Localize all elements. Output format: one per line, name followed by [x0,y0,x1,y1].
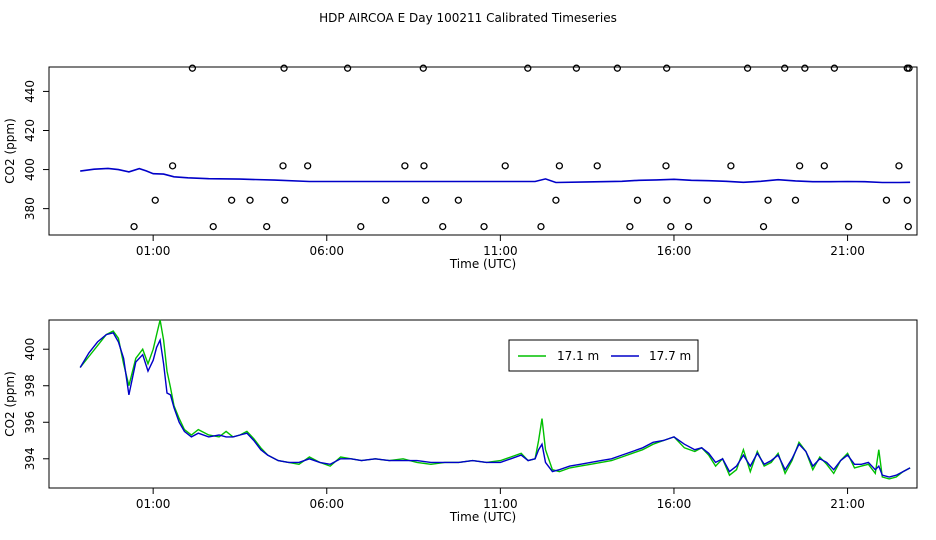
x-tick-label: 16:00 [657,497,692,511]
calibration-point [613,64,622,72]
calibration-point [820,162,828,170]
calibration-point [555,162,564,170]
calibration-point [759,222,768,231]
calibration-point [151,196,159,204]
calibration-point [281,196,289,204]
x-tick-label: 21:00 [830,497,865,511]
y-tick-label: 394 [23,447,37,470]
calibration-point [905,64,913,72]
bottom-panel: 01:00 06:00 11:00 16:00 21:00 394 396 398 400 Tim… [3,319,918,524]
calibration-point [537,222,545,231]
calibration-point [304,162,312,170]
x-tick-label: 21:00 [830,244,865,258]
calibration-point [480,222,488,231]
calibration-point [801,64,809,72]
calibration-point [227,196,236,204]
x-axis-label: Time (UTC) [449,257,516,271]
series-line-0 [79,319,911,480]
calibration-point [130,222,138,231]
calibration-point [593,162,601,170]
calibration-point [454,196,462,204]
calibration-point [633,196,642,204]
legend-label: 17.1 m [557,349,599,363]
y-tick-label: 420 [23,119,37,142]
calibration-point [795,162,804,170]
calibration-point [572,64,581,72]
calibration-point [209,222,217,231]
calibration-point [382,196,390,204]
calibration-point [764,196,772,204]
calibration-point [168,162,177,170]
calibration-point [279,162,287,170]
y-tick-label: 440 [23,80,37,103]
calibration-point [246,196,254,204]
y-tick-label: 396 [23,411,37,434]
calibration-point [439,222,447,231]
x-tick-label: 11:00 [483,244,518,258]
x-tick-label: 06:00 [309,244,344,258]
calibration-point [422,196,430,204]
calibration-point [667,222,675,231]
x-tick-label: 11:00 [483,497,518,511]
plot-frame [48,66,918,236]
calibration-point [895,162,903,170]
y-tick-label: 400 [23,338,37,361]
calibration-point [662,162,670,170]
calibration-point [419,64,427,72]
calibration-point [703,196,711,204]
y-tick-label: 400 [23,158,37,181]
calibration-point [420,162,428,170]
calibration-point [781,64,789,72]
plot-frame [48,319,918,489]
calibration-point [401,162,409,170]
figure-title: HDP AIRCOA E Day 100211 Calibrated Times… [319,11,617,25]
y-tick-label: 380 [23,197,37,220]
calibration-point [844,222,853,231]
calibration-point [727,162,735,170]
x-tick-label: 16:00 [657,244,692,258]
x-tick-label: 01:00 [136,497,171,511]
calibration-point [343,64,352,72]
series-line-1 [79,331,911,478]
y-axis-label: CO2 (ppm) [3,371,17,437]
calibration-point [626,222,634,231]
calibration-point [743,64,752,72]
calibration-point [552,196,560,204]
legend: 17.1 m 17.7 m [508,339,699,372]
y-tick-label: 398 [23,374,37,397]
calibration-point [280,64,288,72]
x-tick-label: 01:00 [136,244,171,258]
calibration-point [357,222,365,231]
calibration-point [501,162,509,170]
calibration-point [904,222,912,231]
calibration-point [684,222,693,231]
co2-line-series [80,167,911,184]
calibration-point [263,222,271,231]
y-axis-label: CO2 (ppm) [3,118,17,184]
calibration-point [830,64,839,72]
calibration-point [663,196,671,204]
x-tick-label: 06:00 [309,497,344,511]
calibration-point [188,64,197,72]
calibration-point [882,196,891,204]
calibration-point [903,196,911,204]
legend-label: 17.7 m [649,349,691,363]
calibration-point [791,196,800,204]
top-panel: 01:00 06:00 11:00 16:00 21:00 380 400 420 440 Tim… [3,64,918,271]
calibration-point [524,64,532,72]
x-axis-label: Time (UTC) [449,510,516,524]
calibration-point [663,64,671,72]
